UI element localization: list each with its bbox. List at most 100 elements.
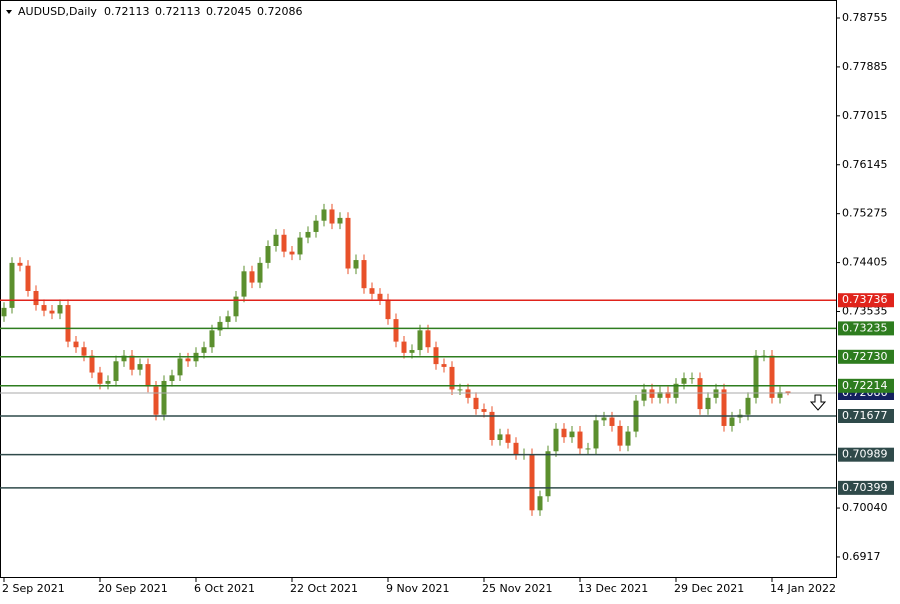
candle-body [57, 305, 63, 314]
candle-body [777, 392, 783, 398]
candle-body [425, 330, 431, 348]
candle-body [1, 307, 7, 317]
candle-body [9, 262, 15, 308]
candle-body [201, 347, 207, 353]
candle-body [297, 237, 303, 255]
level-tag [838, 349, 894, 364]
candle-body [145, 364, 151, 387]
candle-body [121, 355, 127, 362]
x-tick-label: 29 Dec 2021 [674, 582, 744, 595]
x-tick-label: 25 Nov 2021 [482, 582, 552, 595]
candle-body [561, 428, 567, 438]
candle-body [441, 364, 447, 367]
candle-body [753, 355, 759, 398]
level-tag [838, 378, 894, 393]
candle-body [281, 234, 287, 252]
candle-body [345, 217, 351, 269]
candle-body [249, 271, 255, 283]
candle-body [313, 220, 319, 232]
candle-body [513, 442, 519, 455]
level-label: 0.72730 [842, 350, 888, 363]
candle-body [393, 319, 399, 342]
candle-body [73, 341, 79, 348]
candle-body [25, 265, 31, 291]
level-label: 0.73736 [842, 293, 888, 306]
candle-body [537, 496, 543, 511]
candle-body [553, 428, 559, 452]
candle-body [529, 454, 535, 511]
candle-body [241, 271, 247, 297]
candle-body [177, 358, 183, 376]
level-label: 0.70989 [842, 448, 888, 461]
y-tick-label: 0.70040 [842, 501, 888, 514]
candle-body [41, 305, 47, 311]
candle-body [497, 434, 503, 441]
candle-body [681, 378, 687, 384]
x-tick-label: 6 Oct 2021 [194, 582, 255, 595]
candle-body [321, 209, 327, 221]
candle-body [137, 364, 143, 370]
candle-body [273, 234, 279, 247]
candle-body [481, 409, 487, 412]
chart-title: AUDUSD,Daily [18, 5, 97, 18]
candle-body [473, 397, 479, 410]
x-tick-label: 2 Sep 2021 [2, 582, 65, 595]
candle-body [665, 392, 671, 398]
candle-body [33, 290, 39, 306]
candle-body [673, 383, 679, 398]
candle-body [649, 389, 655, 398]
candle-body [705, 397, 711, 410]
plot-frame [0, 0, 837, 578]
candle-body [417, 330, 423, 351]
candle-body [569, 431, 575, 438]
level-label: 0.73235 [842, 321, 888, 334]
level-tag [838, 408, 894, 423]
y-tick-label: 0.77015 [842, 109, 888, 122]
menu-arrow [6, 10, 12, 14]
y-tick-label: 0.6917 [842, 550, 881, 563]
candle-body [129, 355, 135, 370]
candle-body [713, 389, 719, 398]
candle-body [369, 288, 375, 294]
candle-body [81, 347, 87, 356]
down-arrow-icon [809, 394, 827, 411]
y-tick-label: 0.77885 [842, 60, 888, 73]
candle-body [745, 397, 751, 415]
y-tick-label: 0.76145 [842, 158, 888, 171]
candle-body [449, 366, 455, 390]
x-tick-label: 22 Oct 2021 [290, 582, 358, 595]
candle-body [377, 293, 383, 300]
candle-body [457, 389, 463, 391]
ohlc-low: 0.72045 [206, 5, 252, 18]
level-tag [838, 321, 894, 336]
x-tick-label: 14 Jan 2022 [770, 582, 836, 595]
level-tag [838, 293, 894, 308]
candle-body [305, 231, 311, 238]
candle-body [49, 310, 55, 314]
level-tag [838, 480, 894, 495]
candle-body [769, 355, 775, 398]
candle-body [409, 350, 415, 353]
y-tick-label: 0.75275 [842, 207, 888, 220]
ohlc-open: 0.72113 [104, 5, 150, 18]
candle-body [113, 361, 119, 381]
candle-body [233, 296, 239, 317]
candle-body [385, 299, 391, 320]
candle-body [505, 434, 511, 443]
y-tick-label: 0.73535 [842, 305, 888, 318]
ohlc-close: 0.72086 [257, 5, 303, 18]
candle-body [721, 389, 727, 426]
candle-body [577, 431, 583, 449]
candle-body [265, 246, 271, 263]
candle-body [97, 372, 103, 384]
ohlc-high: 0.72113 [155, 5, 201, 18]
candle-body [601, 417, 607, 421]
candle-body [617, 425, 623, 446]
candle-body [289, 251, 295, 255]
candle-body [185, 358, 191, 362]
candle-body [353, 260, 359, 269]
candle-body [257, 262, 263, 283]
candle-body [361, 260, 367, 289]
candle-body [785, 391, 791, 393]
